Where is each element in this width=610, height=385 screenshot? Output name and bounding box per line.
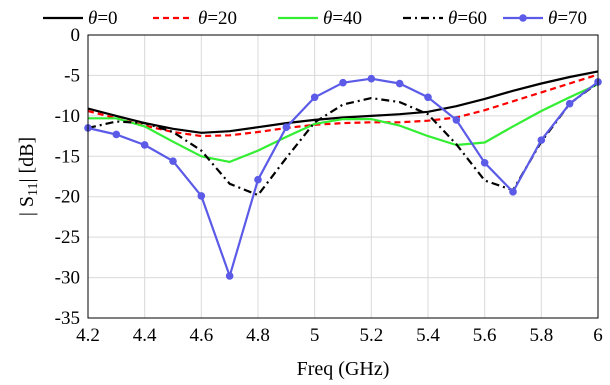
data-point	[509, 188, 517, 196]
legend-label-value: =0	[97, 8, 117, 29]
data-point	[424, 93, 432, 102]
series-line	[87, 73, 599, 138]
x-axis-title: Freq (GHz)	[297, 358, 390, 380]
legend-label-value: =20	[207, 8, 237, 29]
legend-label-value: =60	[457, 8, 487, 29]
data-point	[339, 78, 347, 87]
data-point	[480, 158, 489, 167]
x-tick-label: 5.4	[416, 325, 440, 346]
legend-label-value: =40	[332, 8, 362, 29]
y-tick-label: -35	[55, 308, 80, 329]
y-tick-label: -30	[55, 268, 80, 289]
data-point	[367, 74, 376, 83]
legend-label: θ=60	[448, 8, 487, 29]
data-point	[225, 272, 234, 280]
legend-entry-1: θ=20	[153, 8, 237, 29]
series-line	[87, 77, 599, 278]
series-0	[87, 70, 599, 134]
legend-label: θ=20	[198, 8, 237, 29]
y-axis-title-post: | [dB]	[16, 137, 38, 183]
x-tick-label: 6	[593, 325, 603, 346]
x-tick-label: 5.8	[529, 325, 553, 346]
x-tick-labels: 4.2 4.4 4.6 4.8 5 5.2 5.4 5.6 5.8 6	[76, 325, 603, 346]
data-point	[140, 141, 149, 149]
data-point	[254, 175, 262, 184]
legend-label-value: =70	[557, 8, 587, 29]
y-tick-labels: 0 -5 -10 -15 -20 -25 -30 -35	[55, 25, 80, 329]
data-point	[310, 93, 319, 102]
legend-label: θ=0	[88, 8, 118, 29]
plot-frame	[87, 34, 599, 319]
legend-label: θ=70	[548, 8, 587, 29]
legend-entry-0: θ=0	[43, 8, 118, 29]
legend-label: θ=40	[323, 8, 362, 29]
series-line	[87, 70, 599, 134]
series-1	[87, 73, 599, 138]
x-tick-label: 4.2	[76, 325, 100, 346]
x-tick-label: 5.2	[359, 325, 383, 346]
data-point	[197, 192, 206, 200]
x-tick-label: 4.6	[189, 325, 213, 346]
y-axis-title-pre: | S	[16, 196, 38, 216]
legend: θ=0 θ=20 θ=40 θ=60 θ=70	[43, 8, 587, 29]
x-tick-label: 4.8	[246, 325, 270, 346]
y-tick-label: -5	[64, 65, 80, 86]
y-tick-label: -25	[55, 227, 80, 248]
data-point	[112, 130, 121, 139]
legend-entry-4: θ=70	[503, 8, 587, 29]
data-point	[537, 136, 546, 144]
y-tick-label: -20	[55, 187, 80, 208]
x-tick-label: 4.4	[133, 325, 157, 346]
y-axis-title: | S11| [dB]	[16, 137, 41, 216]
series-4	[84, 74, 602, 280]
data-point	[565, 99, 574, 108]
y-tick-label: 0	[71, 25, 81, 46]
series-2	[88, 83, 599, 163]
series-line	[88, 83, 599, 163]
data-point	[452, 116, 461, 124]
legend-marker	[519, 14, 527, 22]
y-axis-title-sub: 11	[26, 183, 41, 196]
y-tick-label: -10	[55, 106, 80, 127]
legend-entry-2: θ=40	[278, 8, 362, 29]
data-point	[169, 157, 177, 165]
legend-entry-3: θ=60	[403, 8, 487, 29]
x-tick-label: 5.6	[473, 325, 497, 346]
data-point	[282, 123, 291, 131]
data-point	[395, 79, 404, 88]
series-layer	[84, 70, 602, 280]
x-tick-label: 5	[310, 325, 320, 346]
y-tick-label: -15	[55, 146, 80, 167]
